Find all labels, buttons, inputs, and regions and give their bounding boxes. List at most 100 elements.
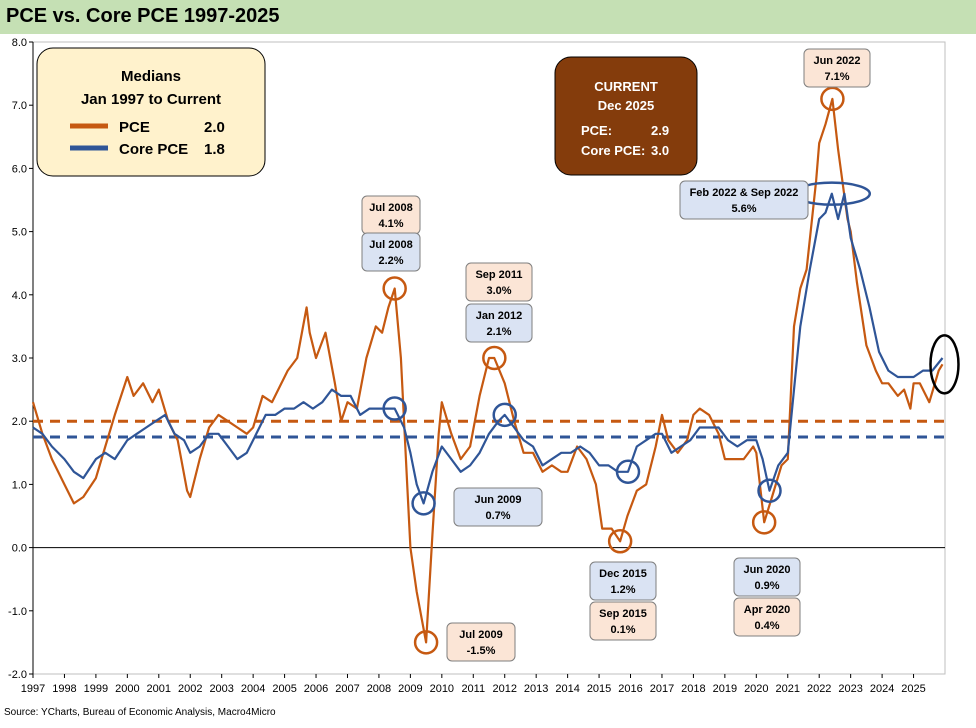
medians-subtitle: Jan 1997 to Current (81, 91, 221, 108)
current-box: CURRENT Dec 2025 PCE: 2.9 Core PCE: 3.0 (554, 56, 698, 176)
current-title: CURRENT (594, 79, 658, 94)
x-tick-label: 1999 (84, 683, 108, 695)
x-tick-label: 2024 (870, 683, 894, 695)
pce-median-value: 2.0 (204, 119, 225, 136)
callout-date: Jul 2008 (369, 202, 412, 214)
x-tick-label: 2017 (650, 683, 674, 695)
callout-value: 1.2% (610, 584, 635, 596)
pce-series-line (31, 97, 944, 644)
x-tick-label: 2025 (901, 683, 925, 695)
current-core-value: 3.0 (651, 143, 669, 158)
callout-date: Jan 2012 (476, 310, 522, 322)
callout-date: Jun 2022 (813, 55, 860, 67)
x-tick-label: 2022 (807, 683, 831, 695)
callout-box (465, 262, 533, 302)
y-tick-label: 2.0 (12, 416, 27, 428)
callout-box (453, 487, 543, 527)
y-tick-label: 1.0 (12, 479, 27, 491)
x-tick-label: 2011 (461, 683, 485, 695)
source-note: Source: YCharts, Bureau of Economic Anal… (4, 707, 276, 718)
x-tick-label: 2000 (115, 683, 139, 695)
current-value-ellipse (929, 334, 960, 395)
callout-date: Sep 2011 (475, 269, 522, 281)
callout-date: Feb 2022 & Sep 2022 (690, 187, 799, 199)
x-tick-label: 1997 (21, 683, 45, 695)
callout-value: 0.4% (754, 620, 779, 632)
callout-date: Dec 2015 (599, 568, 647, 580)
y-tick-label: 8.0 (12, 37, 27, 49)
callout-value: 2.2% (378, 255, 403, 267)
x-tick-label: 2002 (178, 683, 202, 695)
callout-circle (751, 510, 777, 535)
callout-circles (382, 86, 960, 655)
callout-circle (757, 478, 782, 503)
title-bar (0, 0, 976, 34)
pce-legend-label: PCE (119, 119, 150, 136)
callout-circle (482, 345, 507, 371)
callout-date: Jul 2008 (369, 239, 412, 251)
x-tick-label: 2012 (492, 683, 516, 695)
callout-value: 0.7% (485, 510, 510, 522)
current-pce-value: 2.9 (651, 123, 669, 138)
y-tick-label: -2.0 (8, 669, 27, 681)
y-tick-label: 0.0 (12, 543, 27, 555)
callout-box (589, 561, 657, 601)
callout-value: 3.0% (486, 285, 511, 297)
callout-value: 7.1% (824, 71, 849, 83)
callout-date: Jun 2009 (474, 494, 521, 506)
callout-value: 0.1% (610, 624, 635, 636)
callout-date: Jun 2020 (743, 564, 790, 576)
callout-circle (492, 402, 517, 428)
series-layer (31, 97, 944, 644)
callout-box (361, 232, 421, 272)
callout-value: 5.6% (731, 203, 756, 215)
callout-circle (382, 396, 407, 421)
chart-title: PCE vs. Core PCE 1997-2025 (6, 5, 280, 27)
callout-box (446, 622, 516, 662)
core-pce-series-line (32, 192, 944, 505)
callout-value: 0.9% (754, 580, 779, 592)
callout-boxes: Jul 2008 4.1% Jul 2008 2.2% Sep 2011 3.0% Jan … (361, 48, 871, 662)
y-tick-label: -1.0 (8, 606, 27, 618)
chart-canvas: 8.0 7.0 6.0 5.0 4.0 3.0 2.0 1.0 0.0 -1.0 -2.0 1997 1… (8, 37, 960, 695)
y-tick-label: 6.0 (12, 163, 27, 175)
axes-layer: 8.0 7.0 6.0 5.0 4.0 3.0 2.0 1.0 0.0 -1.0 -2.0 1997 1… (8, 37, 946, 695)
callout-date: Jul 2009 (459, 629, 502, 641)
x-tick-label: 2016 (618, 683, 642, 695)
x-tick-label: 2009 (398, 683, 422, 695)
callout-date: Apr 2020 (744, 604, 790, 616)
callout-value: -1.5% (467, 645, 496, 657)
x-tick-label: 2020 (744, 683, 768, 695)
x-tick-label: 2014 (555, 683, 579, 695)
current-pce-label: PCE: (581, 123, 612, 138)
current-core-label: Core PCE: (581, 143, 645, 158)
callout-date: Sep 2015 (599, 608, 647, 620)
callout-circle (615, 459, 641, 485)
callout-circle (411, 491, 436, 516)
x-tick-label: 2001 (147, 683, 171, 695)
x-tick-label: 2007 (335, 683, 359, 695)
callout-box (589, 601, 657, 641)
x-tick-label: 2006 (304, 683, 328, 695)
x-tick-label: 2021 (776, 683, 800, 695)
x-tick-label: 2018 (681, 683, 705, 695)
callout-circle (820, 86, 845, 112)
core-median-value: 1.8 (204, 141, 225, 158)
y-tick-label: 3.0 (12, 353, 27, 365)
callout-box (733, 597, 801, 637)
callout-circle (382, 276, 407, 301)
x-tick-label: 2019 (713, 683, 737, 695)
x-tick-label: 2010 (430, 683, 454, 695)
x-tick-label: 2023 (838, 683, 862, 695)
x-tick-label: 2005 (272, 683, 296, 695)
medians-box: Medians Jan 1997 to Current PCE 2.0 Core… (36, 47, 266, 177)
callout-box (679, 180, 809, 220)
x-tick-label: 2015 (587, 683, 611, 695)
callout-value: 2.1% (486, 326, 511, 338)
y-tick-label: 4.0 (12, 290, 27, 302)
core-legend-label: Core PCE (119, 141, 188, 158)
callout-box (465, 303, 533, 343)
current-date: Dec 2025 (598, 98, 654, 113)
callout-box (733, 557, 801, 597)
x-tick-label: 2004 (241, 683, 265, 695)
